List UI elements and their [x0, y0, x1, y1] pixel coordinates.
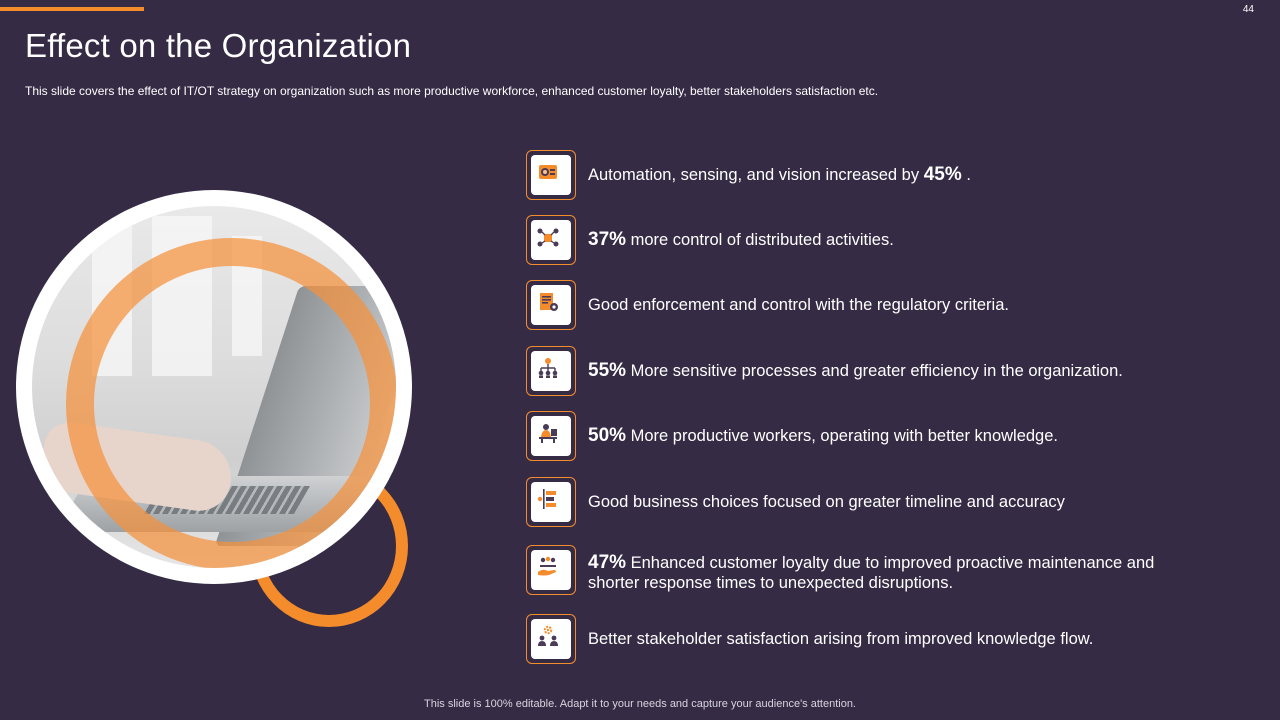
- item-text: Good enforcement and control with the re…: [588, 296, 1009, 314]
- laptop-photo-image: [32, 206, 396, 568]
- page-number: 44: [1242, 4, 1254, 15]
- customer-loyalty-icon: [526, 545, 576, 595]
- item-text: more control of distributed activities.: [626, 231, 894, 249]
- slide-title: Effect on the Organization: [25, 27, 412, 64]
- item-percent: 45%: [923, 164, 962, 185]
- item-percent: 50%: [588, 425, 627, 446]
- laptop-photo: [16, 190, 412, 584]
- slide-subtitle: This slide covers the effect of IT/OT st…: [25, 84, 879, 98]
- org-hierarchy-icon: [526, 346, 576, 396]
- item-text: Better stakeholder satisfaction arising …: [588, 630, 1094, 648]
- item-text: Enhanced customer loyalty due to improve…: [626, 554, 1155, 572]
- item-text: More sensitive processes and greater eff…: [626, 362, 1123, 380]
- item-text: Automation, sensing, and vision increase…: [588, 166, 924, 184]
- item-percent: 55%: [588, 360, 627, 381]
- item-text: Good business choices focused on greater…: [588, 493, 1065, 511]
- item-percent: 37%: [588, 229, 627, 250]
- regulatory-document-icon: [526, 280, 576, 330]
- slide-footer: This slide is 100% editable. Adapt it to…: [424, 698, 856, 710]
- item-text-suffix: .: [961, 166, 971, 184]
- worker-desk-icon: [526, 411, 576, 461]
- item-text-line2: shorter response times to unexpected dis…: [588, 574, 954, 592]
- decorative-photo-ring: [66, 238, 396, 568]
- item-text: More productive workers, operating with …: [626, 427, 1058, 445]
- automation-icon: [526, 150, 576, 200]
- accent-bar: [0, 7, 144, 11]
- stakeholder-gear-icon: [526, 614, 576, 664]
- item-percent: 47%: [588, 552, 627, 573]
- distributed-control-icon: [526, 215, 576, 265]
- timeline-choices-icon: [526, 477, 576, 527]
